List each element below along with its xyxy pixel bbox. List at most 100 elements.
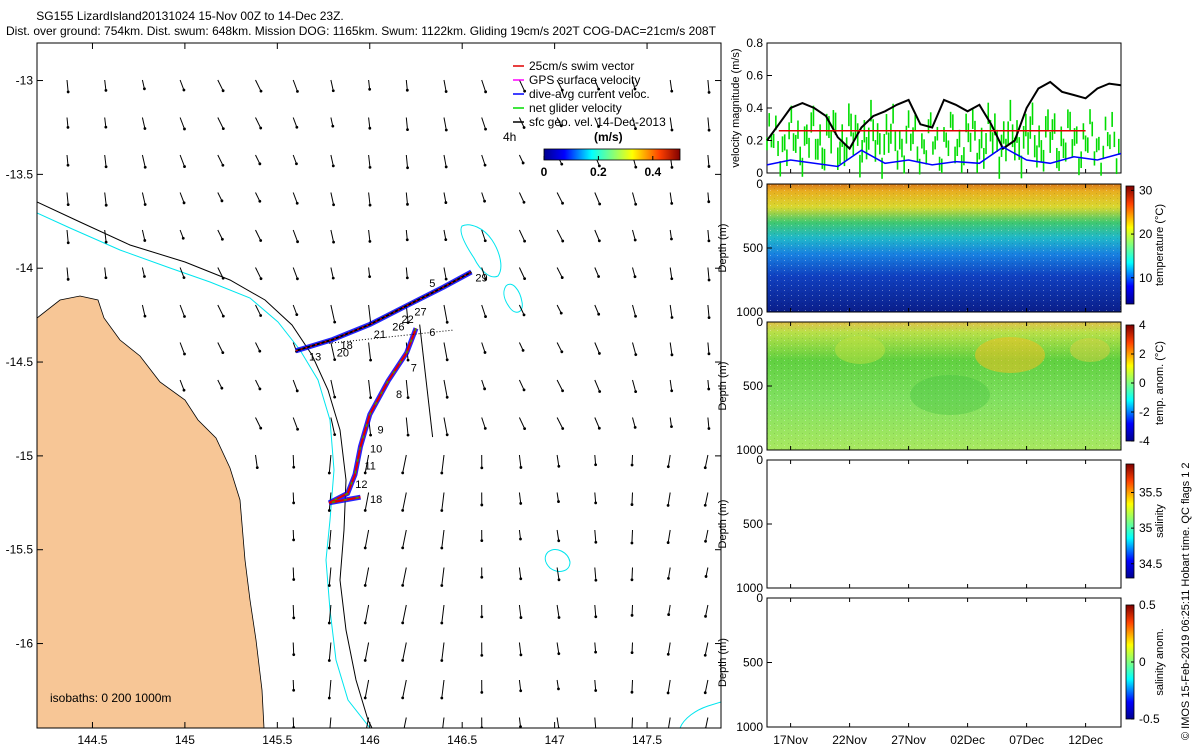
velocity-arrowhead: [331, 164, 335, 168]
velocity-arrow: [330, 417, 336, 435]
velocity-arrowhead: [296, 277, 299, 281]
map-x-axis: 144.5 145 145.5 146 146.5 147 147.5: [77, 43, 662, 747]
velocity-arrow: [594, 267, 600, 277]
velocity-arrow: [443, 117, 447, 131]
velocity-arrow: [518, 192, 525, 203]
velocity-arrowhead: [221, 163, 225, 167]
velocity-arrowhead: [363, 471, 367, 475]
velocity-arrow: [594, 567, 597, 581]
velocity-arrowhead: [66, 277, 70, 281]
velocity-arrowhead: [221, 127, 225, 131]
velocity-arrowhead: [292, 578, 296, 581]
velocity-arrowhead: [670, 389, 674, 393]
velocity-arrowhead: [594, 501, 598, 505]
velocity-arrow: [364, 604, 370, 624]
velocity-arrowhead: [483, 163, 487, 167]
velocity-arrow: [707, 267, 710, 281]
colorbar-unit: (m/s): [594, 130, 623, 144]
colorbar-tick-label: 0: [1139, 655, 1146, 669]
velocity-arrowhead: [597, 312, 601, 316]
velocity-arrowhead: [327, 696, 331, 700]
depth-tick-label: 500: [743, 517, 763, 531]
velocity-arrow: [556, 304, 562, 314]
velocity-arrow: [631, 679, 633, 693]
velocity-arrow: [704, 454, 709, 468]
velocity-arrow: [330, 117, 334, 127]
figure-subtitle: Dist. over ground: 754km. Dist. swum: 64…: [6, 24, 716, 38]
velocity-arrow: [292, 267, 298, 279]
colorbar-label: temperature (°C): [1154, 204, 1166, 286]
velocity-arrowhead: [440, 546, 444, 550]
velocity-arrow: [594, 379, 601, 392]
day-label: 21: [374, 329, 386, 341]
velocity-arrowhead: [630, 651, 634, 655]
velocity-arrowhead: [368, 165, 372, 169]
velocity-arrowhead: [296, 427, 299, 431]
colorbar-tick-label: 0: [541, 165, 548, 179]
velocity-arrow: [141, 267, 145, 277]
velocity-arrowhead: [561, 389, 564, 393]
velocity-arrow: [481, 342, 486, 353]
velocity-arrow: [556, 717, 560, 728]
legend-note: 4h: [503, 130, 516, 144]
velocity-arrow: [556, 417, 564, 429]
colorbar-tick-label: 35: [1139, 521, 1153, 535]
velocity-arrowhead: [221, 351, 225, 355]
glider-track: [295, 269, 473, 506]
velocity-arrowhead: [182, 201, 186, 205]
colorbar-label: salinity anom.: [1154, 628, 1166, 695]
velocity-arrow: [594, 79, 600, 90]
velocity-arrowhead: [703, 653, 707, 657]
velocity-arrow: [667, 642, 671, 655]
velocity-arrowhead: [557, 539, 561, 543]
velocity-arrow: [632, 79, 636, 90]
velocity-arrow: [368, 304, 372, 323]
x-tick-label: 146: [360, 733, 380, 747]
velocity-arrowhead: [483, 426, 487, 430]
velocity-arrow: [179, 117, 185, 130]
velocity-arrow: [217, 379, 223, 389]
depth-axis-label: Depth (m): [717, 224, 729, 273]
velocity-arrowhead: [406, 396, 410, 400]
velocity-arrowhead: [295, 125, 299, 129]
velocity-arrowhead: [519, 689, 523, 693]
velocity-arrowhead: [630, 613, 634, 617]
velocity-arrow: [368, 154, 371, 168]
velocity-arrow: [632, 304, 637, 317]
velocity-arrowhead: [104, 276, 108, 280]
velocity-arrowhead: [104, 240, 108, 244]
velocity-arrow: [632, 267, 636, 277]
day-label: 27: [414, 306, 426, 318]
velocity-arrowhead: [104, 125, 108, 129]
y-tick-label: -16: [16, 637, 34, 651]
velocity-arrowhead: [707, 387, 711, 391]
depth-tick-label: 1000: [736, 443, 763, 457]
velocity-arrow: [368, 379, 372, 398]
velocity-arrow: [669, 304, 673, 318]
velocity-arrow: [405, 117, 408, 130]
surface-velocity-arrows: [66, 79, 711, 728]
velocity-arrow: [556, 642, 560, 654]
velocity-arrowhead: [597, 239, 601, 243]
day-label: 18: [370, 494, 382, 506]
velocity-arrowhead: [220, 199, 224, 203]
velocity-arrow: [443, 229, 447, 240]
velocity-arrow: [556, 379, 564, 391]
velocity-arrowhead: [703, 466, 707, 470]
legend-label: net glider velocity: [529, 101, 622, 115]
velocity-arrow: [364, 454, 370, 474]
velocity-arrow: [594, 454, 597, 465]
velocity-arrowhead: [557, 500, 560, 503]
velocity-arrowhead: [704, 575, 708, 578]
velocity-arrowhead: [401, 509, 405, 512]
speed-colorbar-ticks: 0 0.2 0.4: [541, 156, 661, 179]
velocity-arrowhead: [707, 239, 711, 243]
velocity-arrow: [255, 267, 262, 279]
velocity-arrow: [556, 117, 562, 127]
velocity-arrow: [104, 192, 107, 206]
velocity-arrowhead: [401, 584, 405, 587]
velocity-arrowhead: [707, 352, 711, 356]
velocity-arrow: [402, 492, 407, 511]
velocity-arrowhead: [445, 395, 449, 399]
velocity-arrow: [104, 154, 107, 167]
